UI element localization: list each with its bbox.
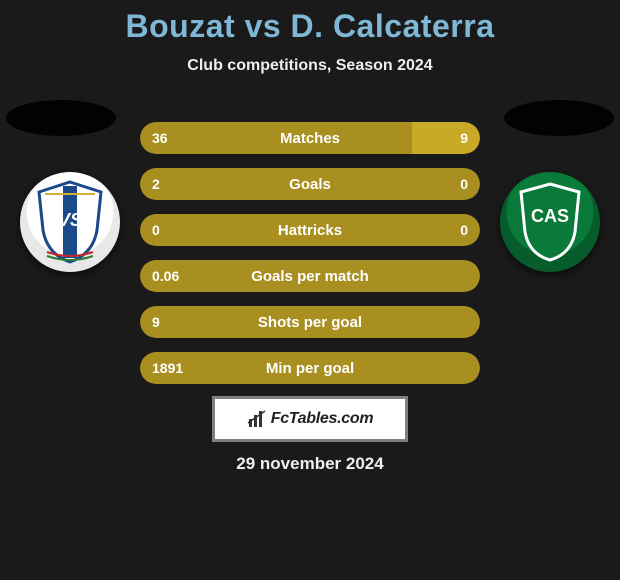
svg-text:VS: VS [58, 210, 82, 230]
stat-value-left: 2 [152, 176, 160, 192]
footer-date: 29 november 2024 [0, 454, 620, 474]
comparison-infographic: Bouzat vs D. Calcaterra Club competition… [0, 0, 620, 580]
bar-segment-left [140, 260, 480, 292]
stat-value-right: 9 [460, 130, 468, 146]
stat-value-left: 0.06 [152, 268, 179, 284]
stat-row: 9Shots per goal [140, 306, 480, 338]
badge-text: FcTables.com [271, 410, 374, 428]
page-title: Bouzat vs D. Calcaterra [0, 8, 620, 45]
team-crest-left: VS [20, 172, 120, 272]
shadow-left [6, 100, 116, 136]
bar-segment-right [412, 122, 480, 154]
stat-value-left: 9 [152, 314, 160, 330]
stat-value-right: 0 [460, 176, 468, 192]
title-vs: vs [235, 8, 290, 44]
stat-row: 369Matches [140, 122, 480, 154]
stat-value-left: 36 [152, 130, 168, 146]
source-badge: FcTables.com [212, 396, 408, 442]
stat-bars: 369Matches20Goals00Hattricks0.06Goals pe… [140, 122, 480, 398]
bar-segment-left [140, 214, 480, 246]
shadow-right [504, 100, 614, 136]
shield-icon: CAS [515, 180, 585, 264]
title-player-left: Bouzat [126, 8, 236, 44]
team-crest-right: CAS [500, 172, 600, 272]
stat-row: 1891Min per goal [140, 352, 480, 384]
subtitle: Club competitions, Season 2024 [0, 57, 620, 75]
bar-segment-left [140, 352, 480, 384]
chart-icon [247, 409, 267, 429]
stat-value-right: 0 [460, 222, 468, 238]
bar-segment-left [140, 122, 412, 154]
stat-row: 20Goals [140, 168, 480, 200]
bar-segment-left [140, 168, 480, 200]
stat-value-left: 0 [152, 222, 160, 238]
stat-row: 00Hattricks [140, 214, 480, 246]
title-player-right: D. Calcaterra [291, 8, 495, 44]
stat-row: 0.06Goals per match [140, 260, 480, 292]
bar-segment-left [140, 306, 480, 338]
shield-icon: VS [35, 180, 105, 264]
stat-value-left: 1891 [152, 360, 183, 376]
svg-text:CAS: CAS [531, 206, 569, 226]
